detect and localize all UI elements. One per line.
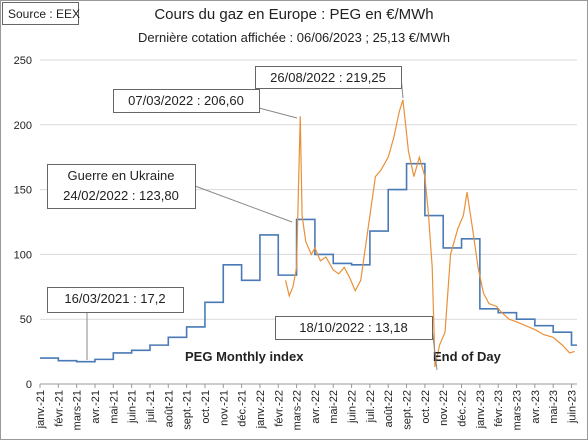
x-tick-label: juin-22 [347,390,359,424]
x-tick-label: mars-22 [292,390,304,430]
x-tick-label: nov.-22 [438,390,450,426]
source-box [2,2,79,25]
x-tick-label: févr.-23 [493,390,505,427]
x-tick-label: juin-23 [567,390,579,424]
annotation-text: 16/03/2021 : 17,2 [64,291,165,306]
x-tick-label: janv.-21 [35,390,47,429]
annotation-text: 24/02/2022 : 123,80 [63,188,179,203]
annotation-text: 18/10/2022 : 13,18 [299,320,407,335]
x-tick-label: oct.-22 [420,390,432,424]
x-tick-label: juil.-22 [365,390,377,423]
annotation-box [47,164,196,209]
legend-label: PEG Monthly index [185,349,304,364]
x-tick-label: sept.-22 [402,390,414,430]
chart-subtitle: Dernière cotation affichée : 06/06/2023 … [138,30,450,45]
x-tick-label: avr.-21 [90,390,102,424]
x-tick-label: févr.-21 [53,390,65,427]
x-tick-label: mai-22 [328,390,340,424]
x-tick-label: mars-21 [72,390,84,430]
chart-title: Cours du gaz en Europe : PEG en €/MWh [154,6,433,23]
source: Source : EEX [8,7,80,21]
x-tick-label: déc.-22 [457,390,469,427]
x-tick-label: déc.-21 [237,390,249,427]
annotation-box [255,66,402,89]
x-tick-label: avr.-22 [310,390,322,424]
annotation-box [113,89,260,113]
x-tick-label: oct.-21 [200,390,212,424]
x-tick-label: sept.-21 [182,390,194,430]
x-tick-label: janv.-22 [255,390,267,429]
annotation-text: 07/03/2022 : 206,60 [128,93,244,108]
y-tick-label: 200 [14,120,32,132]
x-tick-label: août-22 [383,390,395,427]
annotation-text: 26/08/2022 : 219,25 [270,70,386,85]
annotation-leader [258,107,298,119]
annotation-text: Guerre en Ukraine [68,168,175,183]
x-tick-label: nov.-21 [218,390,230,426]
x-tick-label: avr.-23 [530,390,542,424]
x-tick-label: juil.-21 [145,390,157,423]
x-tick-label: janv.-23 [475,390,487,429]
y-tick-label: 250 [14,55,32,67]
x-tick-label: août-21 [163,390,175,427]
annotation-leader [194,185,293,223]
y-tick-label: 0 [26,379,32,391]
x-tick-label: juin-21 [127,390,139,424]
x-tick-label: mai-23 [548,390,560,424]
annotation-box [47,287,184,313]
annotation-box [275,316,433,340]
x-tick-label: mai-21 [108,390,120,424]
series-line [40,162,577,363]
x-tick-label: févr.-22 [273,390,285,427]
legend-label: End of Day [433,349,502,364]
x-tick-label: mars-23 [512,390,524,430]
series-line [285,99,575,368]
y-tick-label: 100 [14,249,32,261]
y-tick-label: 150 [14,185,32,197]
y-tick-label: 50 [20,314,32,326]
